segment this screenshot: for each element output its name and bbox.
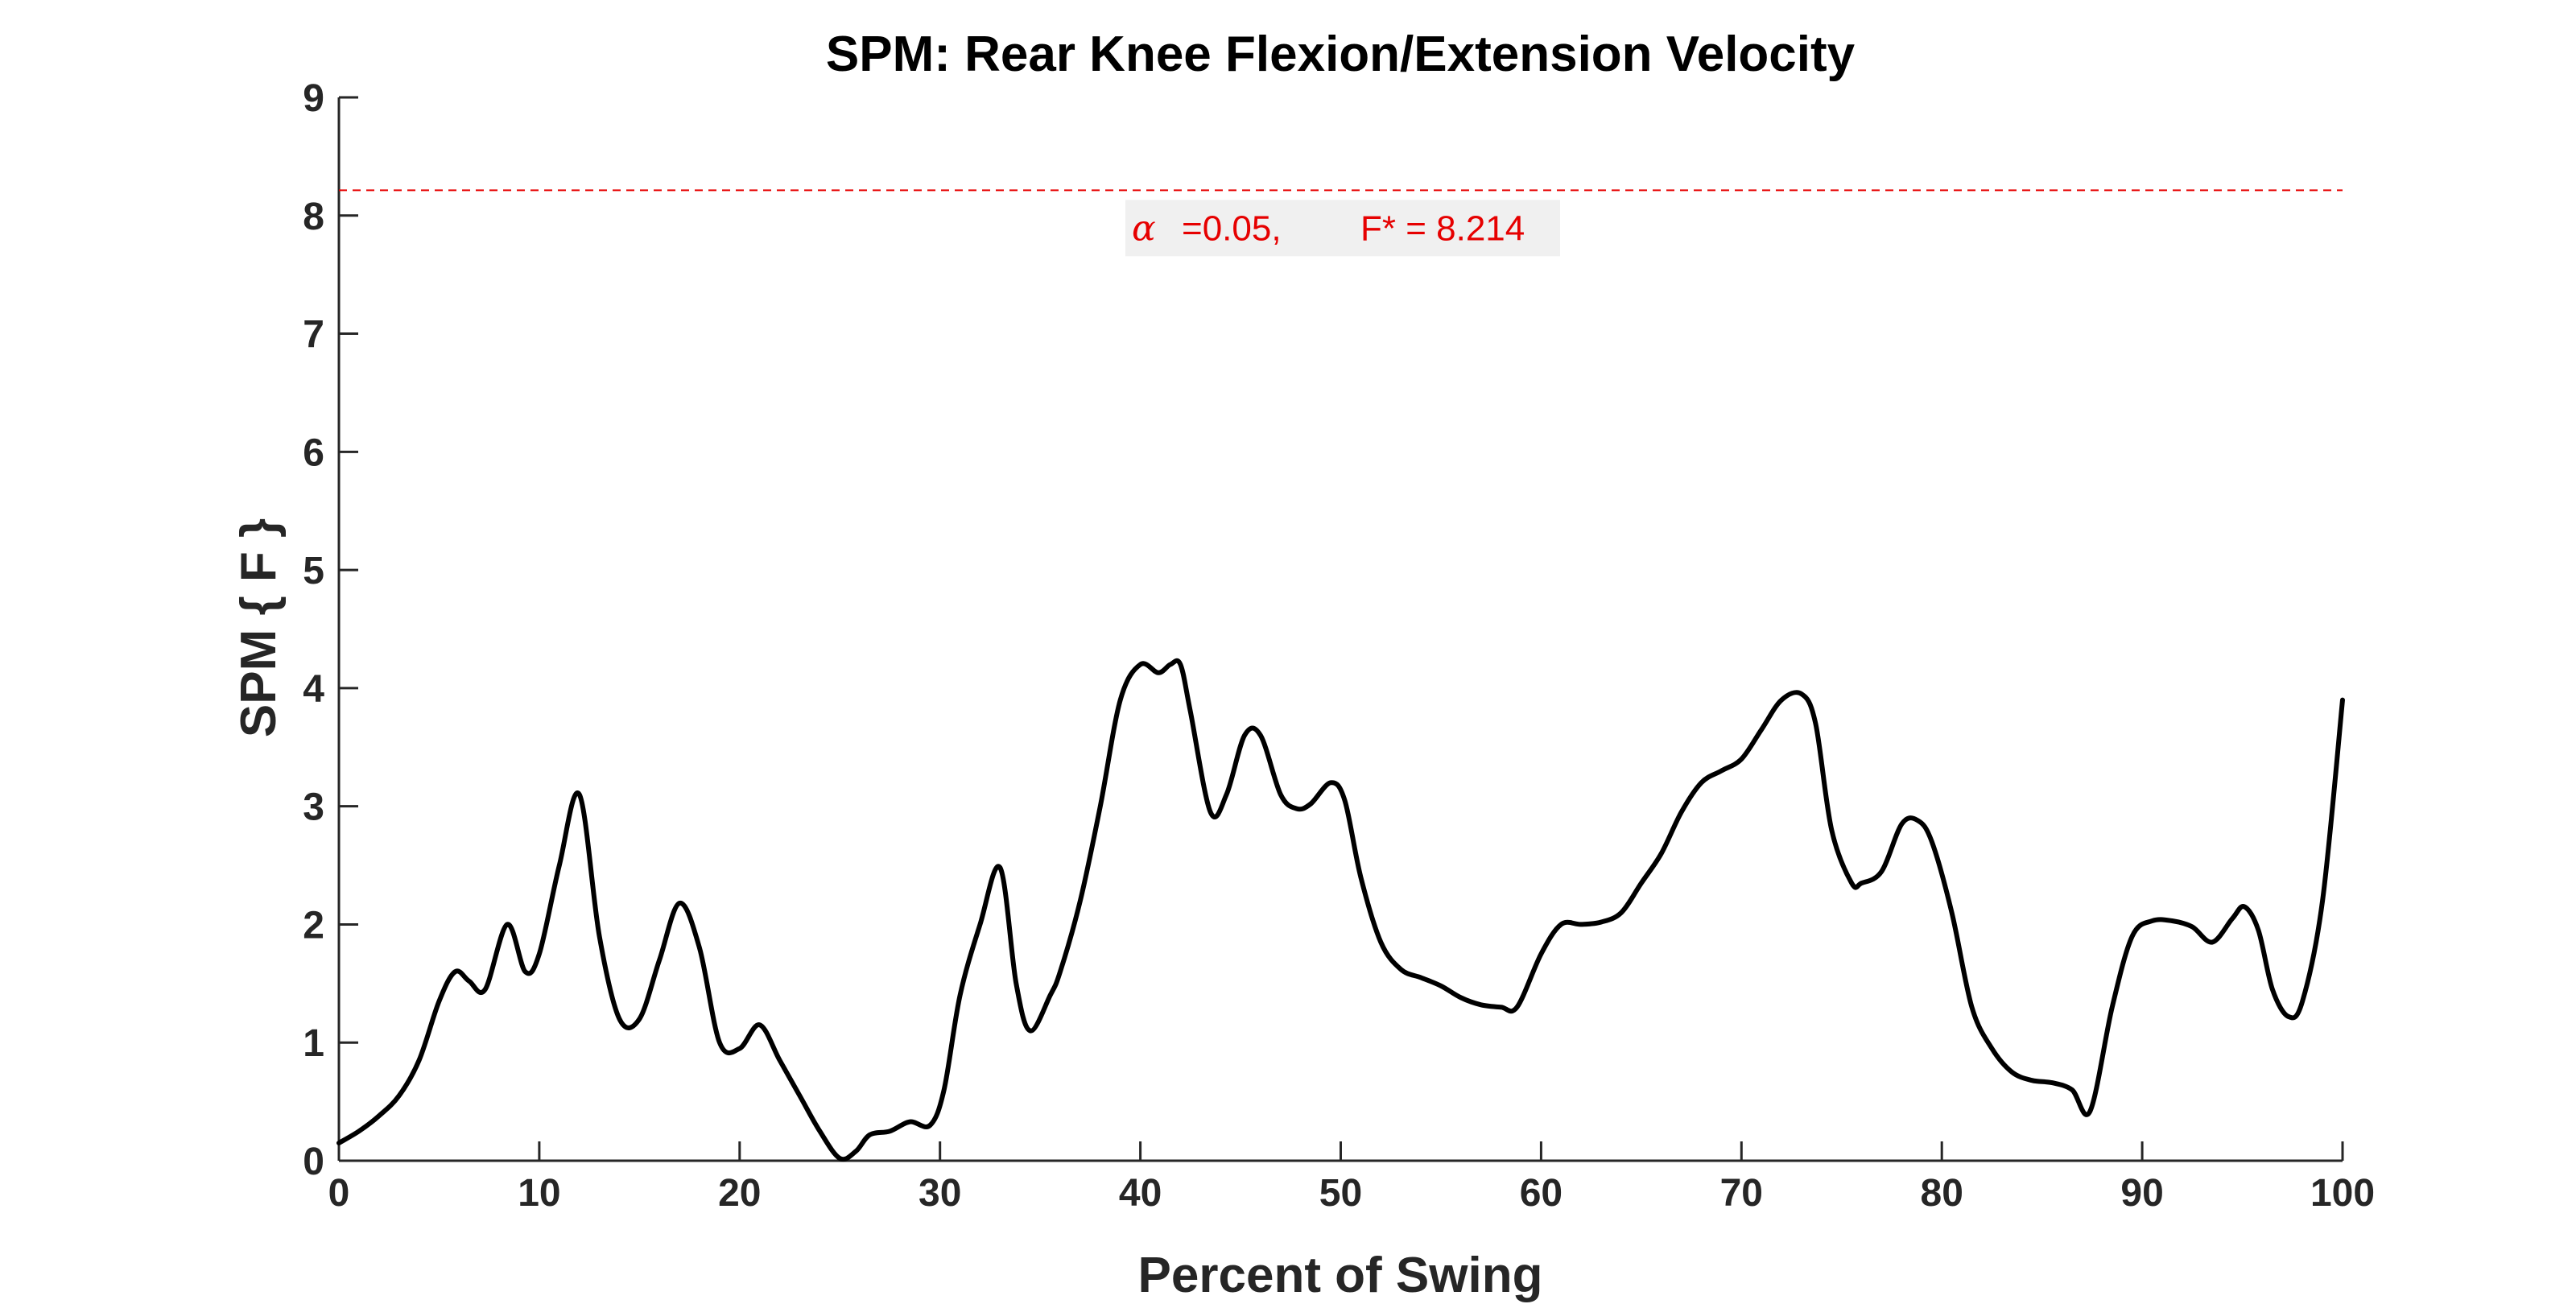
y-tick-label: 0	[303, 1141, 324, 1183]
alpha-value: =0.05,	[1182, 208, 1282, 248]
x-tick-label: 0	[328, 1172, 350, 1215]
y-tick-label: 7	[303, 314, 324, 357]
x-tick-label: 100	[2310, 1172, 2375, 1215]
x-tick-label: 30	[919, 1172, 961, 1215]
spm-series-line	[336, 658, 2345, 1162]
x-tick-label: 90	[2120, 1172, 2163, 1215]
plot-axes	[337, 97, 2343, 1162]
y-tick-label: 9	[303, 77, 324, 120]
y-tick-label: 6	[303, 431, 324, 474]
y-tick-label: 3	[303, 786, 324, 829]
y-ticks: 0 1 2 3 4 5 6 7 8 9	[303, 77, 358, 1183]
y-axis-label: SPM { F }	[231, 518, 287, 737]
chart-title: SPM: Rear Knee Flexion/Extension Velocit…	[826, 27, 1856, 82]
x-tick-label: 70	[1720, 1172, 1763, 1215]
critical-f-value: F* = 8.214	[1360, 208, 1525, 248]
x-tick-label: 40	[1119, 1172, 1162, 1215]
y-tick-label: 4	[303, 668, 324, 711]
x-axis-label: Percent of Swing	[1138, 1248, 1543, 1303]
x-ticks: 0 10 20 30 40 50 60 70 80 90 100	[328, 1141, 2375, 1215]
x-tick-label: 10	[518, 1172, 560, 1215]
threshold-annotation: α =0.05, F* = 8.214	[1125, 200, 1560, 257]
y-tick-label: 2	[303, 904, 324, 947]
threshold-annotation-background	[1125, 200, 1560, 257]
x-tick-label: 60	[1520, 1172, 1563, 1215]
y-tick-label: 5	[303, 550, 324, 592]
x-tick-label: 80	[1921, 1172, 1963, 1215]
alpha-symbol: α	[1132, 208, 1156, 249]
y-tick-label: 8	[303, 196, 324, 238]
x-tick-label: 20	[718, 1172, 761, 1215]
x-tick-label: 50	[1319, 1172, 1362, 1215]
y-tick-label: 1	[303, 1022, 324, 1065]
